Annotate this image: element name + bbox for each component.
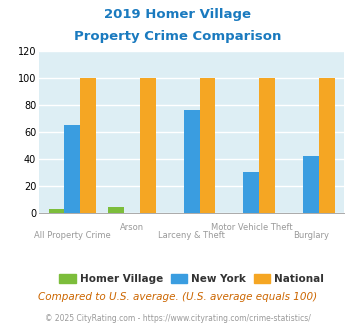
Bar xyxy=(303,156,319,213)
Bar xyxy=(80,78,96,213)
Bar xyxy=(184,111,200,213)
Text: Burglary: Burglary xyxy=(293,231,329,241)
Text: Larceny & Theft: Larceny & Theft xyxy=(158,231,225,241)
Bar xyxy=(49,209,65,213)
Bar xyxy=(244,172,259,213)
Text: © 2025 CityRating.com - https://www.cityrating.com/crime-statistics/: © 2025 CityRating.com - https://www.city… xyxy=(45,314,310,323)
Legend: Homer Village, New York, National: Homer Village, New York, National xyxy=(55,270,328,288)
Text: All Property Crime: All Property Crime xyxy=(34,231,111,241)
Bar xyxy=(108,208,124,213)
Bar xyxy=(200,78,215,213)
Text: Arson: Arson xyxy=(120,222,144,232)
Text: Compared to U.S. average. (U.S. average equals 100): Compared to U.S. average. (U.S. average … xyxy=(38,292,317,302)
Text: 2019 Homer Village: 2019 Homer Village xyxy=(104,8,251,21)
Bar xyxy=(259,78,275,213)
Bar xyxy=(319,78,335,213)
Text: Property Crime Comparison: Property Crime Comparison xyxy=(74,30,281,43)
Text: Motor Vehicle Theft: Motor Vehicle Theft xyxy=(211,222,292,232)
Bar xyxy=(65,125,80,213)
Bar xyxy=(140,78,156,213)
